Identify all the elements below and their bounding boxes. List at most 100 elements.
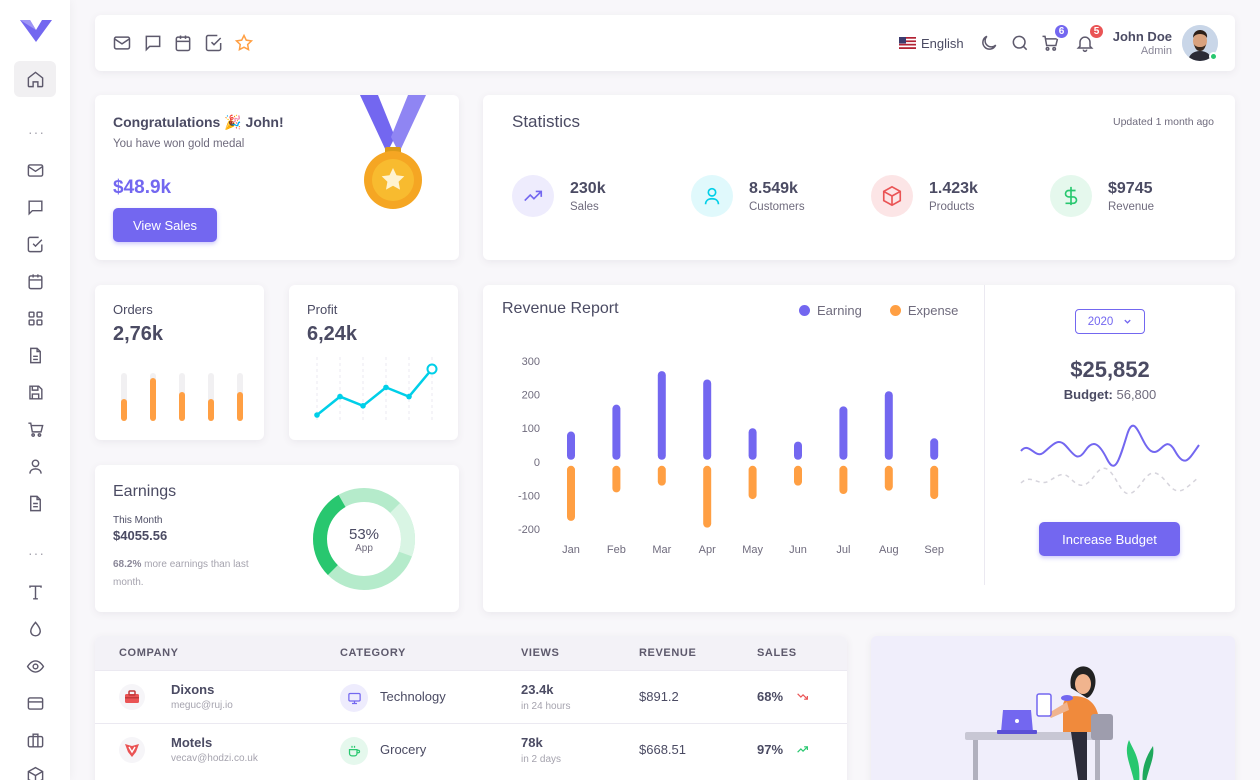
sidebar-item-calendar[interactable] [14,263,56,299]
calendar-shortcut[interactable] [173,33,193,53]
stat-products: 1.423k Products [871,175,978,217]
x-tick-label: Apr [699,544,716,556]
x-tick-label: May [742,544,763,556]
cart-button[interactable]: 6 [1040,23,1070,53]
profit-point [406,393,412,400]
stat-sales-icon-wrap [512,175,554,217]
us-flag-icon [899,37,916,49]
donut-label: App [355,543,373,554]
sidebar-item-typography[interactable] [14,574,56,610]
budget-sparkline [1020,424,1200,495]
user-menu[interactable]: John Doe Admin [1105,25,1225,61]
online-status-dot [1209,52,1218,61]
search-button[interactable] [1010,33,1030,53]
sidebar-item-extensions[interactable] [14,757,56,780]
top-navbar: English 6 5 John Doe Admin [95,15,1235,71]
earnings-card: Earnings This Month $4055.56 68.2% more … [95,465,459,612]
sidebar-item-components[interactable] [14,722,56,758]
sidebar-item-user[interactable] [14,448,56,484]
sidebar-item-cards[interactable] [14,685,56,721]
table-row[interactable]: Dixons meguc@ruj.io Technology 23.4k in … [95,670,847,723]
sidebar-item-email[interactable] [14,152,56,188]
view-sales-button[interactable]: View Sales [113,208,217,242]
todo-shortcut[interactable] [204,33,224,53]
stat-customers: 8.549k Customers [691,175,805,217]
expense-bar [657,465,666,486]
company-table: COMPANY CATEGORY VIEWS REVENUE SALES Dix… [95,636,847,780]
x-tick-label: Jun [789,544,807,556]
views-value: 78k [521,735,543,750]
earnings-donut-chart [313,488,415,590]
moon-icon [982,35,997,50]
bookmark-star[interactable] [234,33,254,53]
y-tick-label: 300 [522,356,540,368]
sidebar-item-todo[interactable] [14,226,56,262]
y-tick-label: 200 [522,390,540,402]
legend-expense-dot [889,305,901,316]
mail-icon [27,163,43,177]
sidebar-item-icons[interactable] [14,648,56,684]
grid-icon [27,310,43,326]
profit-card: Profit 6,24k [289,285,458,440]
theme-toggle[interactable] [979,33,999,53]
sidebar-item-ecommerce[interactable] [14,411,56,447]
y-tick-label: -200 [518,524,540,536]
orders-bar [208,399,214,421]
donut-segment [313,488,415,590]
expense-bar [703,465,712,528]
mail-icon [113,36,131,50]
orders-value: 2,76k [113,323,164,345]
earnings-percent: 68.2% [113,559,142,570]
stat-products-icon-wrap [871,175,913,217]
email-shortcut[interactable] [112,33,132,53]
calendar-icon [27,273,43,289]
user-icon [28,458,42,474]
orders-bar-track [150,373,156,421]
notifications-button[interactable]: 5 [1075,23,1105,53]
earning-bar [748,428,757,460]
expense-bar [930,465,939,500]
sidebar-item-invoice[interactable] [14,337,56,373]
orders-title: Orders [113,302,153,317]
logo-icon[interactable] [20,18,52,42]
category-icon [340,684,368,712]
trending-up-icon [797,746,808,753]
stat-revenue: $9745 Revenue [1050,175,1154,217]
congrats-title: Congratulations 🎉 John! [113,114,284,130]
calendar-icon [175,35,191,52]
stat-customers-icon-wrap [691,175,733,217]
orders-bar [121,399,127,421]
cart-icon [27,421,44,437]
sidebar-item-pages[interactable] [14,485,56,521]
company-logo [119,737,145,763]
orders-bar [150,377,156,421]
year-value: 2020 [1087,315,1114,328]
views-period: in 2 days [521,754,562,765]
y-tick-label: 100 [522,423,540,435]
sidebar-item-home[interactable] [14,61,56,97]
donut-segment [313,488,415,590]
sidebar-item-colors[interactable] [14,611,56,647]
legend-expense-label: Expense [907,303,959,318]
bell-icon [1076,36,1094,53]
table-row[interactable]: Motels vecav@hodzi.co.uk Grocery 78k in … [95,723,847,776]
profit-value: 6,24k [307,323,358,345]
language-dropdown[interactable]: English [899,33,964,53]
check-square-icon [205,34,222,52]
profit-line [316,368,433,416]
revenue-title: Revenue Report [502,300,619,317]
motel-logo-icon [125,744,139,757]
views-period: in 24 hours [521,701,571,712]
sidebar-item-chat[interactable] [14,189,56,225]
chat-shortcut[interactable] [143,33,163,53]
box-icon [882,185,902,207]
credit-card-icon [27,696,43,710]
category-icon [340,737,368,765]
year-select[interactable]: 2020 [1075,309,1145,334]
increase-budget-button[interactable]: Increase Budget [1039,522,1180,556]
sidebar-item-kanban[interactable] [14,300,56,336]
eye-icon [26,659,44,673]
orders-bar-track [179,373,185,421]
sidebar-item-storage[interactable] [14,374,56,410]
stat-label: Sales [570,200,599,213]
